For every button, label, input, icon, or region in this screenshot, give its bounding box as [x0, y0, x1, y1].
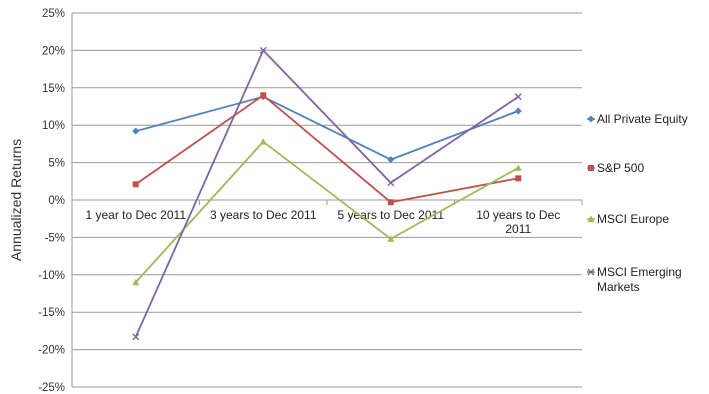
y-tick-label: -5%: [45, 232, 65, 244]
legend-label: MSCI Europe: [597, 212, 669, 226]
x-category-label: 3 years to Dec 2011: [210, 208, 317, 222]
y-tick-label: -25%: [38, 382, 65, 394]
y-axis-ticks: 25% 20% 15% 10% 5% 0% -5% -10% -15% -20% -25%: [38, 8, 65, 394]
data-point: [387, 199, 394, 206]
data-point: [387, 235, 395, 242]
y-tick-label: 10%: [42, 120, 65, 132]
y-tick-label: 25%: [42, 8, 65, 20]
legend-marker: [588, 165, 594, 171]
data-point: [387, 179, 395, 187]
y-tick-label: 0%: [48, 195, 65, 207]
series-2: [132, 138, 522, 286]
series-lines: [132, 46, 522, 341]
y-tick-label: 20%: [42, 45, 65, 57]
series-line: [135, 94, 519, 204]
legend-marker: [587, 215, 595, 222]
data-point: [132, 181, 139, 188]
series-line: [135, 95, 519, 161]
data-point: [514, 93, 522, 101]
data-point: [514, 107, 522, 115]
data-point: [259, 46, 267, 54]
data-point: [387, 156, 395, 164]
legend-item: All Private Equity: [587, 112, 688, 126]
legend-label: All Private Equity: [597, 112, 688, 126]
series-1: [132, 92, 522, 206]
legend-item: MSCI Europe: [587, 212, 669, 226]
x-category-label: 1 year to Dec 2011: [85, 208, 186, 222]
legend: All Private Equity S&P 500 MSCI Europe MSCI…: [587, 112, 688, 294]
series-0: [132, 93, 522, 164]
series-line: [135, 140, 519, 283]
data-point: [132, 278, 140, 286]
data-point: [132, 127, 140, 135]
series-3: [132, 46, 522, 341]
series-line: [134, 49, 519, 338]
legend-label: S&P 500: [597, 161, 644, 175]
legend-item: S&P 500: [587, 161, 644, 175]
x-category-label: 10 years to Dec 2011: [476, 208, 560, 236]
legend-item: MSCI Emerging Markets: [587, 265, 682, 294]
y-tick-label: 15%: [42, 83, 65, 95]
y-tick-label: -20%: [38, 345, 65, 357]
data-point: [132, 333, 140, 341]
data-point: [260, 92, 267, 99]
category-labels: 1 year to Dec 2011 3 years to Dec 2011 5 y…: [85, 208, 560, 236]
y-tick-label: -15%: [38, 307, 65, 319]
legend-label: MSCI Emerging Markets: [597, 265, 682, 294]
y-axis-label: Annualized Returns: [8, 139, 24, 261]
legend-marker: [587, 115, 595, 123]
data-point: [515, 175, 522, 182]
data-point: [514, 164, 522, 171]
legend-marker: [587, 268, 595, 276]
gridlines: [71, 12, 583, 388]
y-tick-label: 5%: [48, 158, 65, 170]
y-tick-label: -10%: [38, 270, 65, 282]
data-point: [259, 138, 267, 145]
